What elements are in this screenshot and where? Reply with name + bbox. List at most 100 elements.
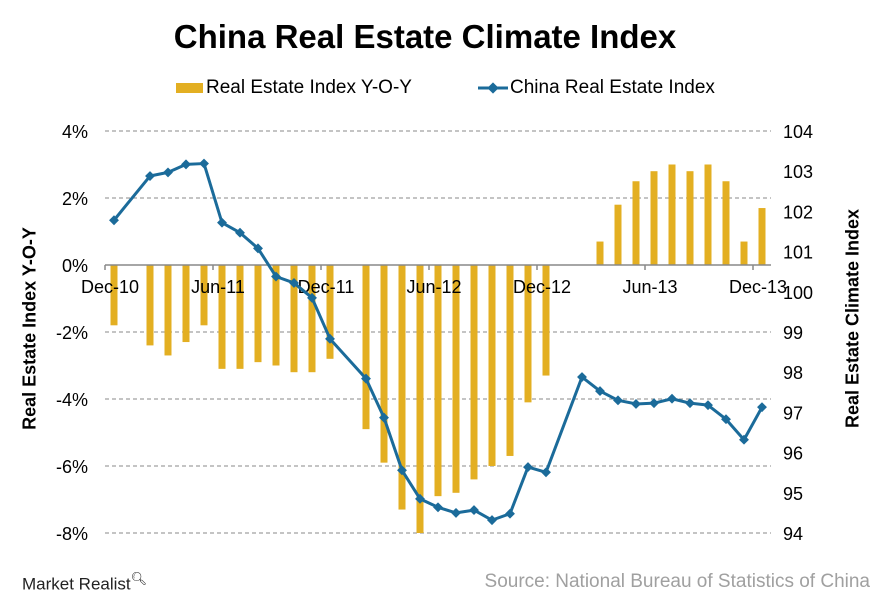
data-point [289, 278, 299, 288]
bar [434, 265, 442, 497]
legend-swatch-bar [176, 83, 203, 93]
y2-tick-label: 94 [783, 524, 803, 544]
data-point [451, 507, 461, 518]
y2-tick-label: 104 [783, 122, 813, 142]
data-point [577, 372, 587, 382]
x-tick-label: Jun-13 [622, 277, 677, 297]
x-tick-label: Dec-10 [81, 277, 139, 297]
bar [164, 265, 172, 356]
legend-swatch-line [478, 82, 508, 94]
data-point [721, 414, 731, 425]
logo-text: Market Realist [22, 574, 131, 594]
data-point [667, 393, 677, 404]
data-point [505, 508, 515, 519]
bar [740, 241, 748, 265]
y2-tick-label: 101 [783, 243, 813, 263]
chart-title: China Real Estate Climate Index [173, 18, 677, 55]
bar [218, 265, 226, 369]
bar [596, 241, 604, 265]
bar [362, 265, 370, 430]
x-tick-label: Jun-12 [406, 277, 461, 297]
legend-item-yoy: Real Estate Index Y-O-Y [176, 77, 412, 99]
bar [758, 208, 766, 265]
data-point [253, 243, 263, 254]
y-tick-label: -6% [56, 457, 88, 477]
bar [290, 265, 298, 373]
y2-axis-label: Real Estate Climate Index [842, 208, 863, 429]
y2-tick-label: 96 [783, 444, 803, 464]
bar [668, 164, 676, 265]
data-point [649, 398, 659, 409]
bar [308, 265, 316, 373]
data-point [757, 402, 767, 413]
bar [704, 164, 712, 265]
bar [506, 265, 514, 456]
data-point [613, 395, 623, 406]
bar [470, 265, 478, 480]
y-tick-label: -4% [56, 390, 88, 410]
bar [452, 265, 460, 493]
bar [650, 171, 658, 265]
bar [686, 171, 694, 265]
data-point [595, 386, 605, 397]
bar [254, 265, 262, 363]
data-point [235, 227, 245, 238]
data-point [685, 398, 695, 409]
legend-label: Real Estate Index Y-O-Y [206, 77, 412, 98]
bar [236, 265, 244, 369]
bar [524, 265, 532, 403]
bar [542, 265, 550, 376]
data-point [415, 493, 425, 504]
y2-tick-label: 99 [783, 323, 803, 343]
data-point [109, 215, 119, 226]
y-tick-label: 0% [62, 256, 88, 276]
data-point [541, 467, 551, 478]
y2-tick-label: 100 [783, 283, 813, 303]
data-point [181, 159, 191, 170]
data-point [469, 505, 479, 516]
bar [380, 265, 388, 463]
data-point [307, 292, 317, 303]
data-point [325, 333, 335, 344]
market-realist-logo: Market Realist🔍︎ [22, 571, 147, 595]
bar [614, 204, 622, 265]
bar [146, 265, 154, 346]
bar [416, 265, 424, 533]
data-point [739, 434, 749, 445]
x-tick-label: Dec-13 [729, 277, 787, 297]
data-point [523, 462, 533, 473]
data-point [163, 167, 173, 178]
source-note: Source: National Bureau of Statistics of… [484, 571, 870, 592]
y2-tick-label: 95 [783, 484, 803, 504]
series-line [112, 162, 764, 522]
legend-label: China Real Estate Index [510, 77, 715, 98]
bar [488, 265, 496, 466]
bar [398, 265, 406, 510]
data-point [361, 373, 371, 384]
bar [200, 265, 208, 326]
bar [632, 181, 640, 265]
bar [272, 265, 280, 366]
legend-item-index: China Real Estate Index [478, 77, 715, 99]
data-point [631, 399, 641, 409]
data-point [145, 171, 155, 181]
data-point [703, 400, 713, 411]
data-point [217, 217, 227, 228]
data-point [397, 465, 407, 476]
bar [722, 181, 730, 265]
data-point [433, 502, 443, 513]
data-point [379, 412, 389, 423]
x-tick-label: Jun-11 [191, 277, 245, 297]
x-tick-label: Dec-11 [298, 277, 355, 297]
bar [182, 265, 190, 343]
bar [110, 265, 118, 326]
y2-tick-label: 103 [783, 162, 813, 182]
y-tick-label: 4% [62, 122, 88, 142]
y-tick-label: -8% [56, 524, 88, 544]
x-tick-label: Dec-12 [513, 277, 571, 297]
data-point [271, 271, 281, 282]
magnifier-icon: 🔍︎ [130, 571, 148, 586]
y2-tick-label: 102 [783, 202, 813, 222]
